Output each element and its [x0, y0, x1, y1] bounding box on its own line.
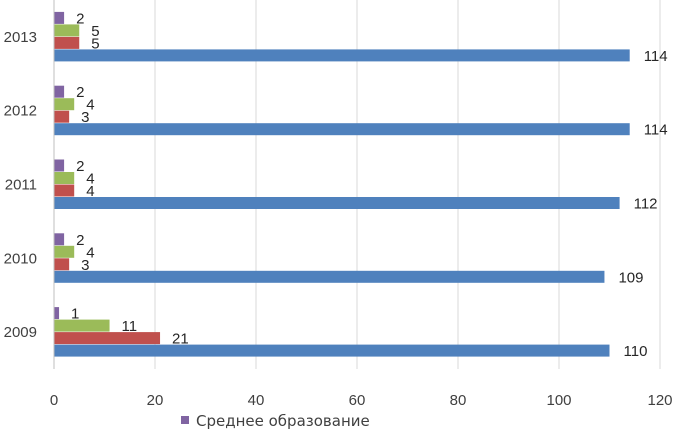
x-tick-label: 60: [349, 392, 366, 409]
bar: [54, 159, 65, 172]
data-label: 2: [76, 84, 84, 101]
data-label: 2: [76, 158, 84, 175]
data-label: 3: [81, 257, 89, 274]
bar: [54, 233, 65, 246]
data-label: 109: [618, 269, 643, 286]
data-label: 4: [86, 171, 94, 188]
legend-label: Среднее образование: [196, 412, 370, 430]
bar: [54, 11, 65, 24]
legend: Среднее образование: [181, 412, 370, 430]
bar: [54, 245, 75, 258]
y-tick-label: 2013: [4, 29, 37, 46]
x-tick-label: 120: [647, 392, 672, 409]
x-tick-label: 20: [147, 392, 164, 409]
y-axis-tick-labels: 2009 2010 2011 2012 2013: [4, 29, 37, 341]
x-tick-label: 100: [546, 392, 571, 409]
y-tick-label: 2012: [4, 103, 37, 120]
data-label: 5: [91, 23, 99, 40]
bar: [54, 332, 161, 345]
x-axis-tick-labels: 0 20 40 60 80 100 120: [50, 392, 673, 409]
data-label: 114: [644, 122, 668, 139]
bar: [54, 258, 70, 271]
bar: [54, 172, 75, 184]
bar: [54, 307, 60, 320]
x-tick-label: 0: [50, 392, 58, 409]
bar: [54, 110, 70, 123]
bar: [54, 36, 80, 49]
bar: [54, 49, 630, 62]
bar: [54, 123, 630, 136]
x-tick-label: 80: [450, 392, 467, 409]
data-label: 1: [71, 306, 79, 323]
y-tick-label: 2010: [4, 250, 37, 267]
bar: [54, 319, 110, 332]
data-label: 4: [86, 183, 94, 200]
legend-swatch: [181, 416, 189, 424]
data-label: 2: [76, 232, 84, 249]
data-label: 2: [76, 10, 84, 27]
data-label: 110: [624, 343, 648, 360]
bar: [54, 197, 620, 209]
data-label: 114: [644, 48, 668, 65]
data-label: 3: [81, 109, 89, 126]
data-label: 21: [172, 331, 189, 348]
data-label: 5: [91, 35, 99, 52]
bar: [54, 344, 610, 357]
bar: [54, 184, 75, 197]
bars: [54, 11, 630, 357]
gridlines: [154, 0, 661, 369]
y-tick-label: 2011: [5, 177, 37, 194]
data-label: 11: [122, 318, 138, 335]
bar: [54, 98, 75, 111]
bar: [54, 85, 65, 98]
data-label: 4: [86, 244, 94, 261]
x-tick-label: 40: [248, 392, 265, 409]
bar: [54, 24, 80, 37]
y-tick-label: 2009: [4, 324, 37, 341]
data-label: 112: [634, 196, 658, 213]
bar: [54, 270, 605, 283]
data-label: 4: [86, 97, 94, 114]
